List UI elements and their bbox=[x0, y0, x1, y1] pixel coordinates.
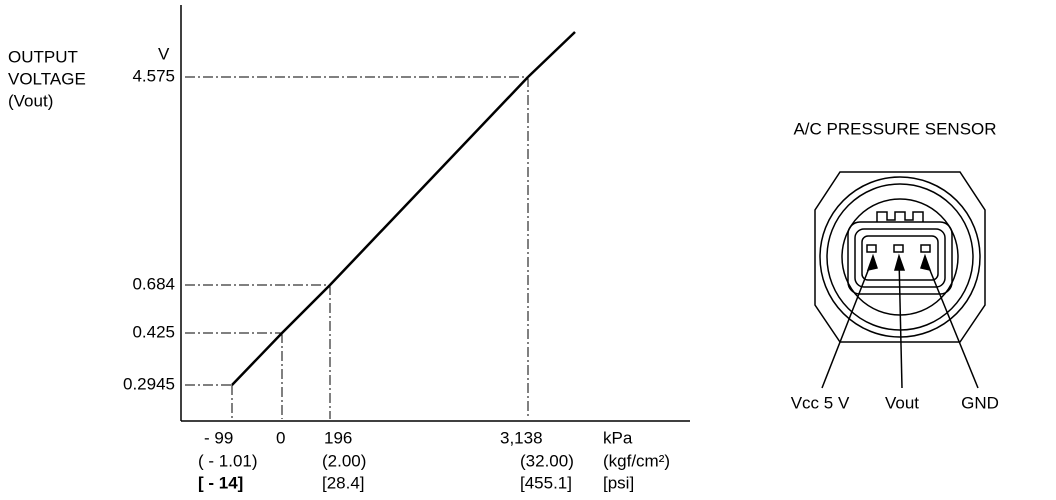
leader bbox=[821, 257, 874, 389]
sensor-drawing bbox=[814, 171, 986, 389]
line-extension bbox=[527, 31, 576, 78]
pin-label: Vcc 5 V bbox=[791, 393, 850, 412]
x-unit: (kgf/cm²) bbox=[603, 451, 670, 470]
x-tick-label: - 99 bbox=[204, 428, 233, 447]
connector-key bbox=[876, 211, 924, 222]
y-title: OUTPUT bbox=[8, 47, 78, 66]
sensor-ring bbox=[819, 176, 981, 338]
y-title: VOLTAGE bbox=[8, 69, 86, 88]
x-kgf-label: ( - 1.01) bbox=[198, 451, 258, 470]
pin bbox=[920, 244, 931, 253]
x-tick-label: 0 bbox=[276, 428, 285, 447]
pin-label: Vout bbox=[885, 393, 919, 412]
y-tick-label: 0.2945 bbox=[123, 374, 175, 393]
line bbox=[231, 76, 529, 386]
y-unit: V bbox=[158, 44, 170, 63]
sensor-title: A/C PRESSURE SENSOR bbox=[793, 119, 996, 138]
pin bbox=[893, 244, 904, 253]
pin-label: GND bbox=[961, 393, 999, 412]
pin bbox=[866, 244, 877, 253]
y-title: (Vout) bbox=[8, 91, 53, 110]
y-tick-label: 4.575 bbox=[132, 66, 175, 85]
x-unit: kPa bbox=[603, 428, 633, 447]
y-tick-label: 0.425 bbox=[132, 322, 175, 341]
x-kgf-label: (32.00) bbox=[520, 451, 574, 470]
x-psi-label: [ - 14] bbox=[198, 473, 243, 492]
arrowheads bbox=[866, 253, 932, 272]
x-kgf-label: (2.00) bbox=[322, 451, 366, 470]
leader bbox=[924, 257, 979, 389]
leader bbox=[898, 257, 903, 389]
x-tick-label: 3,138 bbox=[500, 428, 543, 447]
y-tick-label: 0.684 bbox=[132, 274, 175, 293]
x-psi-label: [455.1] bbox=[520, 473, 572, 492]
x-unit: [psi] bbox=[603, 473, 634, 492]
x-tick-label: 196 bbox=[324, 428, 352, 447]
x-psi-label: [28.4] bbox=[322, 473, 365, 492]
